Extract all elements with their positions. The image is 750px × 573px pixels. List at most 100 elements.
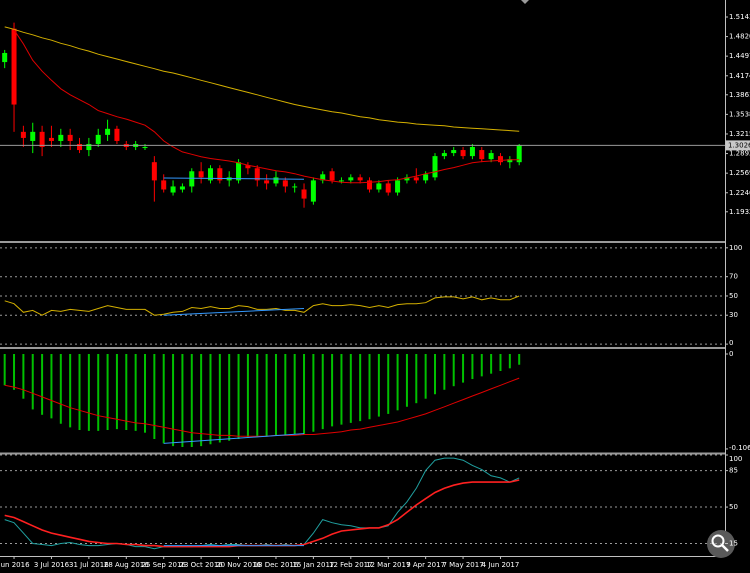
- trend-line: [163, 433, 305, 444]
- candle-body: [395, 180, 401, 193]
- y-tick-label: 1.51430: [729, 13, 750, 21]
- candle-body: [385, 183, 391, 193]
- y-tick-label: 1.25690: [729, 169, 750, 177]
- trend-line: [163, 177, 305, 180]
- candle-body: [338, 180, 344, 182]
- candle-body: [367, 180, 373, 190]
- candle-body: [507, 159, 513, 163]
- candle-body: [58, 134, 64, 141]
- last-price-box: [726, 140, 750, 151]
- candle-body: [423, 174, 429, 181]
- candle-body: [254, 168, 260, 181]
- candle-body: [217, 168, 223, 181]
- x-tick-label: 18 Dec 2016: [254, 561, 299, 569]
- candle-body: [11, 28, 17, 105]
- y-tick-label: -0.10618: [729, 444, 750, 452]
- y-tick-label: 15: [729, 540, 738, 548]
- candle-body: [488, 153, 494, 160]
- y-tick-label: 0: [729, 350, 733, 358]
- y-tick-label: 100: [729, 244, 742, 252]
- candle-body: [497, 156, 503, 163]
- y-tick-label: 1.35380: [729, 110, 750, 118]
- candle-body: [77, 143, 83, 151]
- candle-body: [198, 171, 204, 178]
- zoom-lens: [711, 534, 725, 548]
- candle-body: [282, 180, 288, 187]
- candle-body: [170, 186, 176, 193]
- candle-body: [404, 177, 410, 181]
- candle-body: [413, 177, 419, 181]
- y-tick-label: 1.44975: [729, 52, 750, 60]
- candle-body: [179, 186, 185, 190]
- candle-body: [151, 162, 157, 181]
- candle-body: [20, 131, 26, 138]
- candle-body: [479, 150, 485, 160]
- candle-body: [39, 131, 45, 148]
- x-tick-label: 25 Sep 2016: [142, 561, 187, 569]
- x-tick-label: 7 May 2017: [442, 561, 483, 569]
- candle-body: [441, 153, 447, 157]
- candle-body: [292, 186, 298, 188]
- x-tick-label: 4 Jun 2017: [482, 561, 520, 569]
- y-tick-label: 1.22460: [729, 189, 750, 197]
- candle-body: [320, 174, 326, 181]
- y-tick-label: 1.38610: [729, 91, 750, 99]
- y-tick-label: 1.28920: [729, 150, 750, 158]
- last-price-label: 1.30266: [728, 141, 750, 149]
- candle-body: [432, 156, 438, 178]
- x-tick-label: 15 Jan 2017: [292, 561, 334, 569]
- candle-body: [86, 143, 92, 151]
- y-tick-label: 85: [729, 467, 738, 475]
- candle-body: [161, 180, 167, 190]
- x-tick-label: 9 Apr 2017: [406, 561, 445, 569]
- y-tick-label: 30: [729, 311, 738, 319]
- x-tick-label: 20 Nov 2016: [216, 561, 261, 569]
- y-tick-label: 50: [729, 292, 738, 300]
- x-tick-label: 3 Jul 2016: [34, 561, 70, 569]
- indicator-line: [4, 295, 520, 316]
- y-tick-label: 1.41740: [729, 72, 750, 80]
- candle-body: [30, 131, 36, 141]
- y-tick-label: 70: [729, 273, 738, 281]
- candle-body: [273, 177, 279, 184]
- candle-body: [105, 128, 111, 135]
- candle-body: [67, 134, 73, 141]
- x-tick-label: Jun 2016: [0, 561, 30, 569]
- x-tick-label: 23 Oct 2016: [179, 561, 223, 569]
- candle-body: [264, 180, 270, 184]
- candle-body: [301, 189, 307, 199]
- candle-body: [142, 147, 148, 149]
- y-tick-label: 0: [729, 339, 733, 347]
- shift-marker: [521, 0, 529, 4]
- y-tick-label: 1.32150: [729, 130, 750, 138]
- zoom-handle: [721, 544, 729, 552]
- indicator-line: [4, 26, 520, 132]
- candle-body: [48, 137, 54, 141]
- candle-body: [189, 171, 195, 187]
- candle-body: [310, 180, 316, 202]
- y-tick-label: 100: [729, 455, 742, 463]
- candle-body: [236, 162, 242, 181]
- indicator-line: [13, 29, 520, 184]
- candle-body: [348, 177, 354, 181]
- candle-body: [245, 165, 251, 169]
- y-tick-label: 50: [729, 503, 738, 511]
- y-tick-label: 1.19325: [729, 208, 750, 216]
- candle-body: [451, 150, 457, 154]
- candle-body: [207, 168, 213, 181]
- candle-body: [357, 177, 363, 181]
- y-tick-label: 1.48200: [729, 33, 750, 41]
- candle-body: [516, 145, 522, 163]
- candle-body: [95, 134, 101, 144]
- candle-body: [469, 147, 475, 157]
- x-tick-label: 12 Feb 2017: [329, 561, 373, 569]
- x-tick-label: 12 Mar 2017: [366, 561, 410, 569]
- candle-body: [329, 171, 335, 181]
- candle-body: [2, 52, 8, 63]
- trend-line: [163, 308, 305, 316]
- x-tick-label: 28 Aug 2016: [104, 561, 149, 569]
- candle-body: [114, 128, 120, 141]
- x-tick-label: 31 Jul 2016: [69, 561, 109, 569]
